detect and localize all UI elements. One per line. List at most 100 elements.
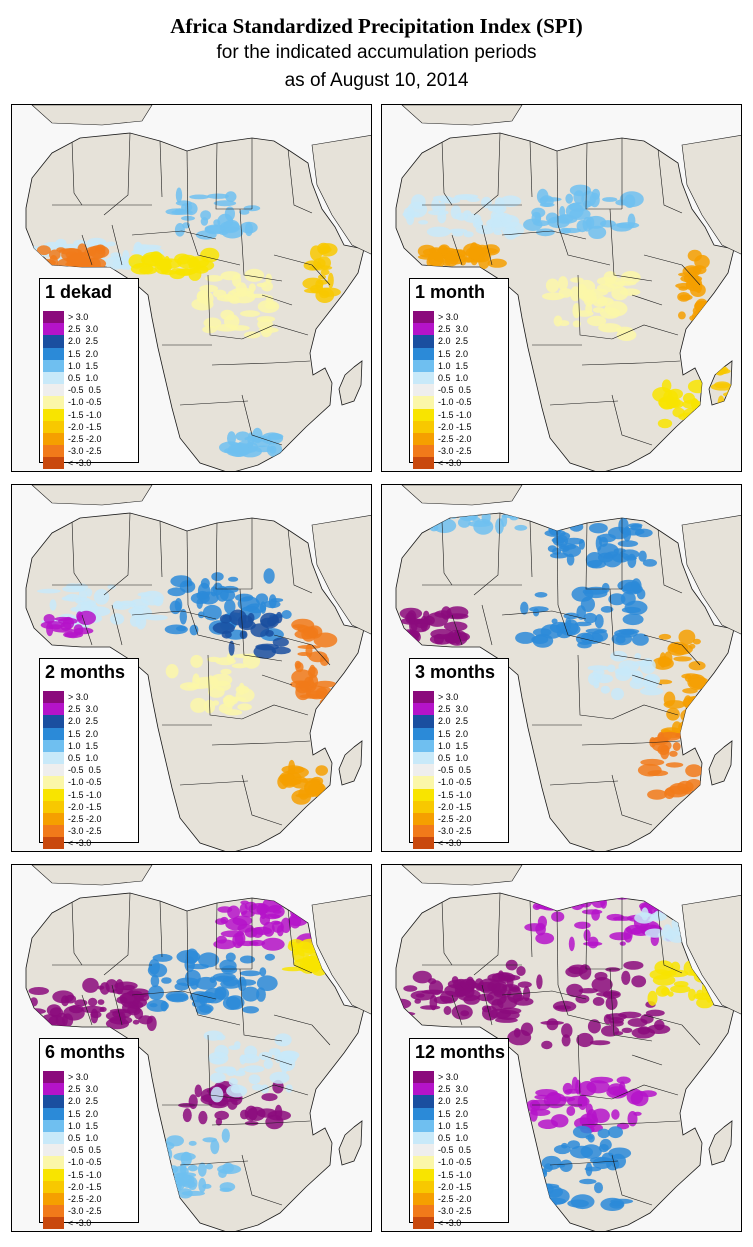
panel-period-label: 6 months [45,1042,126,1062]
spi-patch [602,197,618,202]
country-border [473,133,501,216]
spi-patch [112,600,124,609]
spi-map-panel: 1 month > 3.0 2.5 3.0 2.0 2.5 1.5 2.0 1.0 1.5… [381,104,742,472]
spi-patch [43,614,55,624]
spi-patch [494,197,505,211]
country-border [611,1084,679,1100]
country-border [577,654,613,720]
spi-patch [202,1183,212,1189]
spi-patch [532,628,552,637]
legend-range-label: -1.0 -0.5 [438,777,472,788]
spi-patch [407,513,431,525]
legend-range-label: 2.5 3.0 [438,704,469,715]
spi-patch [56,247,66,252]
legend-swatch [43,311,64,324]
legend-swatch [413,457,434,470]
legend-swatch [413,825,434,838]
country-border [186,150,189,226]
spi-patch [99,1006,107,1012]
spi-patch [640,1013,654,1024]
spi-patch [240,221,258,234]
spi-patch [569,896,585,911]
country-border [111,604,123,646]
spi-patch [190,980,199,990]
spi-patch [210,1072,226,1084]
spi-patch [281,773,295,781]
spi-patch [152,953,173,962]
spi-patch [58,617,78,625]
spi-patch [623,961,644,970]
legend-box: 1 month > 3.0 2.5 3.0 2.0 2.5 1.5 2.0 1.0 1.5… [409,278,509,470]
spi-patch [583,612,597,624]
country-border [473,513,501,596]
spi-patch [677,292,691,302]
spi-patch [600,896,607,909]
legend-range-label: 2.0 2.5 [68,716,99,727]
legend-entry: -1.5 -1.0 [43,1168,135,1181]
spi-patch [584,1166,602,1172]
spi-patch [107,584,116,590]
spi-patch [481,196,492,209]
country-border [131,230,217,240]
legend-swatch [413,1083,434,1096]
spi-patch [46,622,54,637]
spi-patch [654,1019,665,1031]
spi-patch [599,307,621,319]
spi-patch [315,765,329,776]
spi-patch [63,1005,85,1021]
country-border [611,394,653,446]
spi-patch [294,660,302,669]
spi-patch [213,200,237,207]
legend-entry: < -3.0 [43,837,135,850]
spi-patch [153,596,164,607]
spi-patch [474,978,484,991]
legend-entry: 1.0 1.5 [413,739,505,752]
spi-patch [632,660,652,667]
spi-patch [542,292,565,301]
spi-patch [175,187,183,203]
legend-entry: 2.0 2.5 [413,335,505,348]
spi-patch [414,618,433,624]
spi-patch [496,1010,520,1020]
spi-patch [678,629,696,645]
spi-patch [271,646,291,655]
legend-entry: 1.5 2.0 [43,1107,135,1120]
country-border [557,984,611,1026]
spi-patch [210,1139,220,1155]
spi-patch [261,937,285,951]
country-border [643,634,701,666]
spi-patch [520,601,529,615]
legend-swatch [413,1168,434,1181]
spi-patch [531,211,541,225]
spi-patch [208,1051,229,1065]
spi-patch [603,271,617,284]
spi-patch [610,650,628,662]
country-border [609,208,653,282]
country-border [273,634,331,666]
spi-patch [212,700,220,706]
country-border [643,1014,701,1046]
spi-patch [666,707,680,721]
spi-patch [268,594,277,609]
spi-patch [611,1109,620,1120]
legend-range-label: 2.0 2.5 [68,1096,99,1107]
spi-patch [428,978,437,985]
legend-entry: -1.5 -1.0 [413,788,505,801]
spi-patch [240,900,249,905]
spi-patch [590,288,609,296]
spi-patch [405,631,419,644]
spi-patch [159,1146,173,1163]
legend-swatch [413,764,434,777]
spi-map-panel: 3 months > 3.0 2.5 3.0 2.0 2.5 1.5 2.0 1.0 1.… [381,484,742,852]
spi-patch [467,513,479,521]
africa-map [395,485,741,851]
spi-patch [558,543,577,550]
legend-range-label: -0.5 0.5 [438,1145,472,1156]
legend-range-label: -1.5 -1.0 [438,409,472,420]
country-border [481,984,493,1026]
spi-patch [561,227,582,234]
country-border [609,968,653,1042]
spi-patch [551,537,566,544]
country-border [287,908,313,974]
spi-patch [570,277,584,283]
